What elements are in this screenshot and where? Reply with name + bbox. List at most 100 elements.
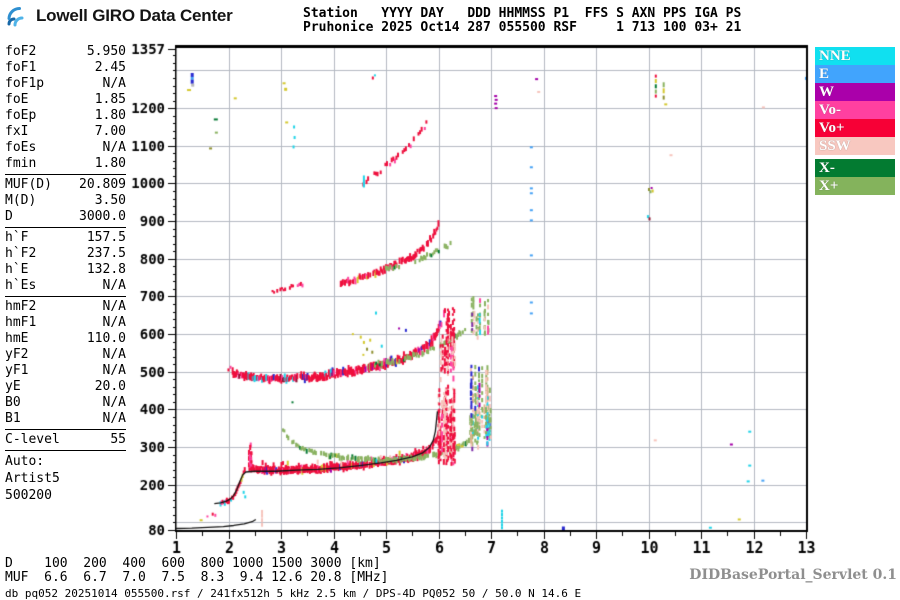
param-value: N/A [102,347,126,362]
param-name: hmF1 [5,315,37,330]
param-value: N/A [102,299,126,314]
panel-divider [5,429,126,430]
parameter-panel: foF2 5.950 foF1 2.45 foF1p N/A foE 1.85 foEp 1.80… [5,44,126,504]
param-value: 55 [110,432,126,447]
param-row: D 3000.0 [5,209,126,225]
panel-divider [5,174,126,175]
param-value: N/A [102,363,126,378]
param-row: foF2 5.950 [5,44,126,60]
param-name: h`Es [5,278,37,293]
legend-item-xplus: X+ [815,177,895,195]
param-row: MUF(D) 20.809 [5,177,126,193]
param-row: fxI 7.00 [5,124,126,140]
logo-text: Lowell GIRO Data Center [36,6,233,25]
param-row: h`F2 237.5 [5,246,126,262]
param-name: yF2 [5,347,29,362]
param-row: foF1 2.45 [5,60,126,76]
servlet-version: DIDBasePortal_Servlet 0.1 [689,567,897,583]
param-row: fmin 1.80 [5,156,126,172]
legend-item-w: W [815,83,895,101]
param-row: foF1p N/A [5,76,126,92]
param-name: foF1p [5,76,45,91]
legend-item-vominus: Vo- [815,101,895,119]
param-row: foEp 1.80 [5,108,126,124]
station-header-line2: Pruhonice 2025 Oct14 287 055500 RSF 1 71… [303,20,742,35]
param-row: hmF2 N/A [5,299,126,315]
param-row: M(D) 3.50 [5,193,126,209]
d-distance-row: D 100 200 400 600 800 1000 1500 3000 [km… [5,556,381,571]
param-row: yF1 N/A [5,363,126,379]
param-name: B0 [5,395,21,410]
legend-item-xminus: X- [815,159,895,177]
param-name: hmE [5,331,29,346]
param-value: N/A [102,315,126,330]
param-name: foE [5,92,29,107]
param-row: B0 N/A [5,395,126,411]
param-name: M(D) [5,193,37,208]
param-name: yE [5,379,21,394]
station-header: Station YYYY DAY DDD HHMMSS P1 FFS S AXN… [303,7,741,35]
param-name: B1 [5,411,21,426]
autoscaler-label: Auto: [5,454,45,469]
param-name: h`F [5,230,29,245]
param-row: h`F 157.5 [5,230,126,246]
param-row: h`Es N/A [5,278,126,294]
legend-item-e: E [815,65,895,83]
param-value: N/A [102,140,126,155]
param-row: yF2 N/A [5,347,126,363]
legend-item-ssw: SSW [815,137,895,155]
param-value: 3000.0 [79,209,126,224]
param-value: 1.80 [94,156,126,171]
legend-label: X- [819,159,835,176]
param-row: C-level 55 [5,432,126,448]
param-name: foEp [5,108,37,123]
param-value: 132.8 [86,262,126,277]
param-name: foF2 [5,44,37,59]
param-value: 7.00 [94,124,126,139]
autoscaler-label: 500200 [5,488,52,503]
param-value: N/A [102,76,126,91]
param-name: h`E [5,262,29,277]
legend-item-voplus: Vo+ [815,119,895,137]
param-value: 20.809 [79,177,126,192]
legend-label: NNE [819,47,851,64]
param-value: 110.0 [86,331,126,346]
param-value: 237.5 [86,246,126,261]
param-name: fmin [5,156,37,171]
legend-item-nne: NNE [815,47,895,65]
param-row: B1 N/A [5,411,126,427]
param-row: foEs N/A [5,140,126,156]
legend-label: E [819,65,830,82]
param-name: h`F2 [5,246,37,261]
legend-label: Vo- [819,101,841,118]
logo: Lowell GIRO Data Center [6,4,233,28]
param-name: D [5,209,13,224]
param-name: fxI [5,124,29,139]
param-row: foE 1.85 [5,92,126,108]
param-name: yF1 [5,363,29,378]
measurement-status-line: db pq052 20251014 055500.rsf / 241fx512h… [5,587,582,600]
legend-label: Vo+ [819,119,845,136]
legend-label: X+ [819,177,839,194]
param-row: hmF1 N/A [5,315,126,331]
param-name: foF1 [5,60,37,75]
panel-divider [5,227,126,228]
param-value: N/A [102,278,126,293]
param-name: foEs [5,140,37,155]
param-row: yE 20.0 [5,379,126,395]
param-name: MUF(D) [5,177,52,192]
param-value: N/A [102,411,126,426]
param-value: 2.45 [94,60,126,75]
param-value: 5.950 [86,44,126,59]
autoscaler-label: Artist5 [5,471,60,486]
legend-label: SSW [819,137,851,154]
param-value: 3.50 [94,193,126,208]
param-row: hmE 110.0 [5,331,126,347]
giro-wave-icon [7,6,24,27]
param-row: h`E 132.8 [5,262,126,278]
param-name: hmF2 [5,299,37,314]
param-value: 157.5 [86,230,126,245]
muf-row: MUF 6.6 6.7 7.0 7.5 8.3 9.4 12.6 20.8 [M… [5,570,389,585]
